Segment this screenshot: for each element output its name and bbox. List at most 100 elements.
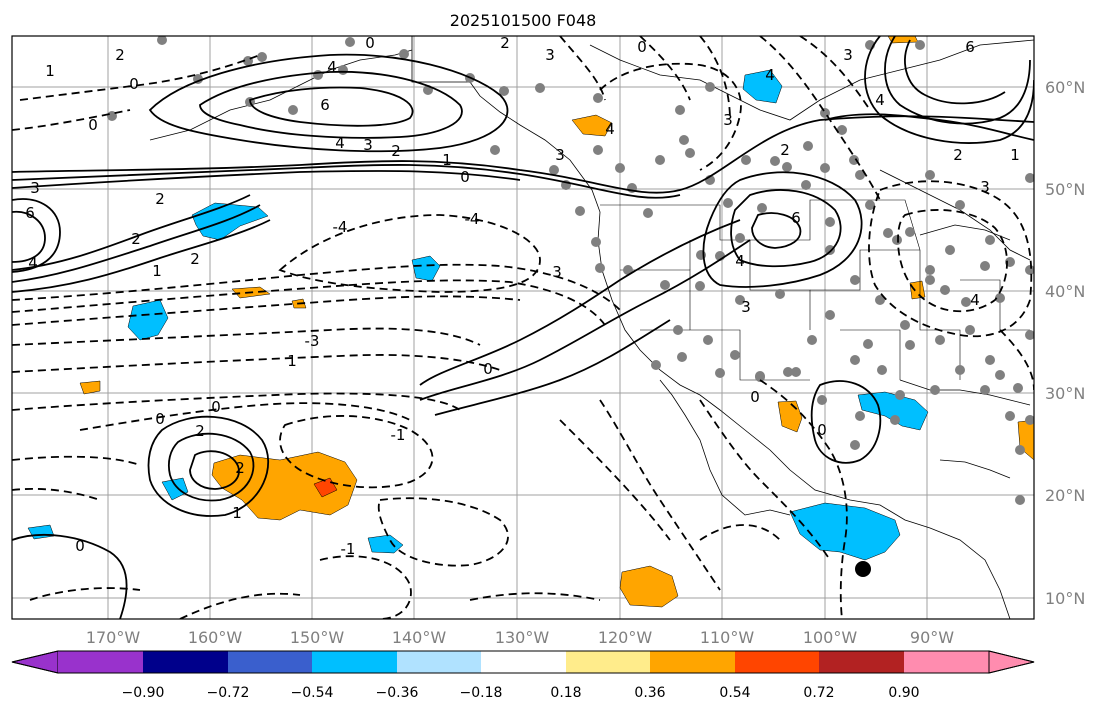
station-dot [490,145,500,155]
anomaly-area-orange [909,280,926,300]
colorbar-segment [228,651,312,673]
contour-label: 3 [843,46,853,64]
coastlines [149,36,1034,619]
anomaly-area-orange [79,380,101,395]
contour-label: 1 [232,504,242,522]
colorbar-segment [735,651,819,673]
colorbar-segment [819,651,904,673]
anomaly-area-cyan [161,477,189,501]
station-dot [157,36,167,45]
station-dot [995,370,1005,380]
station-dot [801,180,811,190]
longitude-tick-label: 150°W [290,628,345,647]
station-dot [1015,445,1025,455]
solid-contours [12,36,1034,619]
anomaly-area-orange [571,114,613,137]
station-dot [925,275,935,285]
contour-label: -4 [465,210,480,228]
station-dot [673,325,683,335]
colorbar-segment [312,651,397,673]
station-dot [895,390,905,400]
anomaly-area-cyan [411,255,441,282]
station-dot [825,245,835,255]
longitude-tick-label: 120°W [598,628,653,647]
contour-label: 0 [88,116,98,134]
latitude-tick-label: 40°N [1045,282,1085,301]
station-dot [863,339,873,349]
station-dot [338,65,348,75]
station-dot [925,265,935,275]
station-dot [883,228,893,238]
station-dot [925,170,935,180]
anomaly-area-cyan [742,69,783,104]
colorbar-tick-label: 0.54 [719,685,750,701]
station-dot [849,155,859,165]
station-dot [695,281,705,291]
station-dot [807,335,817,345]
colorbar-segment [58,651,143,673]
station-dot [905,340,915,350]
contour-label: 1 [442,151,452,169]
location-marker [855,561,871,577]
colorbar-tick-label: −0.90 [122,685,165,701]
station-dot [1025,173,1034,183]
longitude-tick-label: 110°W [700,628,755,647]
contour-label: 0 [750,388,760,406]
latitude-tick-label: 50°N [1045,180,1085,199]
colorbar-tick-label: 0.36 [634,685,665,701]
contour-label: 0 [365,34,375,52]
latitude-tick-labels: 60°N 50°N 40°N 30°N 20°N 10°N [1045,78,1085,608]
station-dot [677,352,687,362]
station-dot [770,156,780,166]
contour-label: 0 [483,360,493,378]
contour-label: 2 [780,141,790,159]
colorbar-segment [397,651,481,673]
contour-label: 4 [875,91,885,109]
station-dot [593,93,603,103]
map-title: 2025101500 F048 [450,11,597,30]
station-dot [643,208,653,218]
contour-label: 1 [287,352,297,370]
station-dot [850,275,860,285]
contour-label: -4 [333,218,348,236]
station-dot [703,335,713,345]
station-dot [877,365,887,375]
anomaly-area-orange [619,565,679,608]
contour-label: 3 [741,298,751,316]
station-dot [980,261,990,271]
longitude-tick-label: 160°W [188,628,243,647]
station-dot [288,105,298,115]
contour-label: 4 [735,252,745,270]
station-dot [825,217,835,227]
station-dot [685,148,695,158]
contour-label-set: 4 6 4 3 2 1 0 -4 2 2 1 2 -4 6 4 3 0 1 0 … [25,34,1020,558]
longitude-tick-label: 90°W [910,628,954,647]
colorbar-tick-label: −0.36 [376,685,419,701]
colorbar-extend-high [988,650,1035,674]
anomaly-area-cyan [367,534,404,554]
station-dot [940,285,950,295]
station-dot [961,297,971,307]
gridlines [12,36,1034,619]
contour-label: 1 [152,262,162,280]
contour-label: 2 [500,34,510,52]
contour-label: 3 [552,263,562,281]
station-dot [980,385,990,395]
station-dot [817,395,827,405]
contour-label: 2 [235,459,245,477]
station-dot [1025,330,1034,340]
station-dot [825,310,835,320]
latitude-tick-label: 10°N [1045,589,1085,608]
station-dot [107,111,117,121]
contour-label: 2 [391,142,401,160]
contour-label: 4 [28,254,38,272]
colorbar-segment [566,651,650,673]
station-dot [623,265,633,275]
station-dot [399,49,409,59]
latitude-tick-label: 20°N [1045,486,1085,505]
contour-label: 4 [765,66,775,84]
station-dot [890,415,900,425]
contour-label: 0 [155,410,165,428]
station-dot [915,40,925,50]
